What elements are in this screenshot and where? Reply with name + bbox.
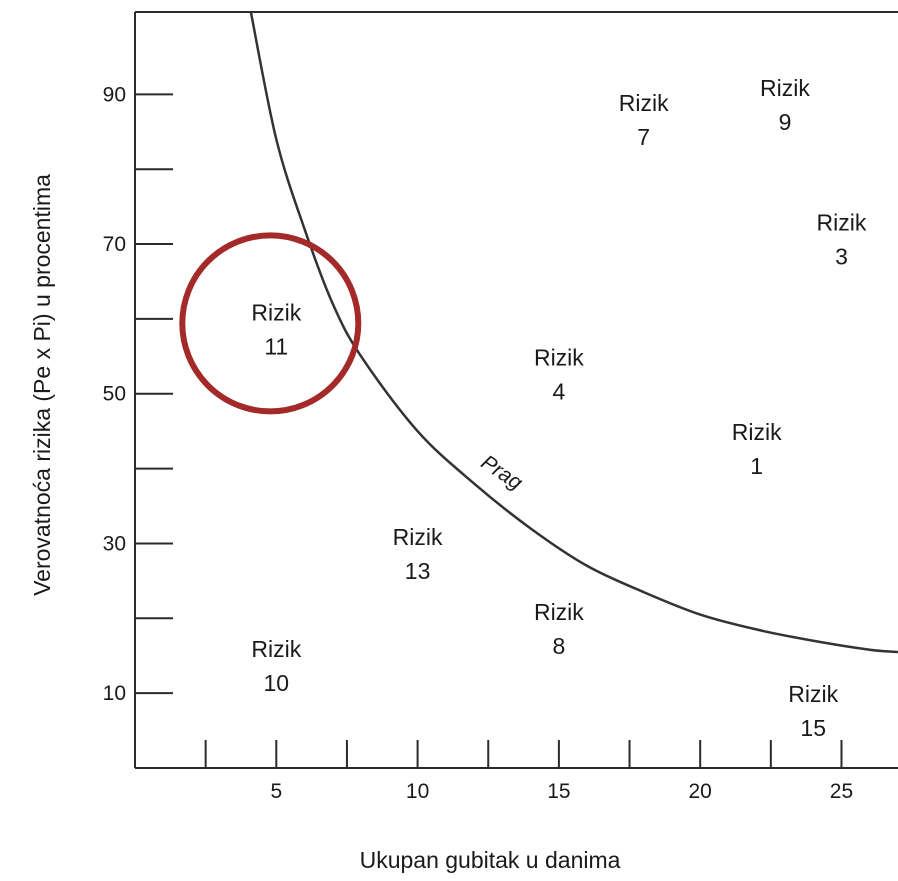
risk-number: 9 [779,109,792,135]
y-tick-label: 30 [103,532,126,555]
risk-label: Rizik [393,524,443,550]
risk-number: 8 [552,633,565,659]
axes: 5 10 15 20 25 10 30 50 70 90 [103,11,898,803]
x-tick-label: 5 [270,780,282,803]
x-axis-title: Ukupan gubitak u danima [360,847,621,873]
risk-number: 13 [405,558,431,584]
risk-number: 4 [552,378,565,404]
risk-number: 15 [800,715,826,741]
risk-point: Rizik 3 [817,210,867,270]
risk-number: 11 [264,333,288,359]
risk-point: Rizik 8 [534,599,584,659]
y-tick-label: 10 [103,682,126,705]
risk-label: Rizik [760,75,810,101]
x-tick-label: 10 [406,780,429,803]
y-tick-label: 90 [103,83,126,106]
risk-number: 3 [835,244,848,270]
x-tick-label: 20 [689,780,712,803]
risk-point: Rizik 7 [619,90,669,150]
highlight-group [179,232,362,415]
risk-label: Rizik [534,599,584,625]
risk-point: Rizik 15 [788,681,838,741]
risk-point: Rizik 4 [534,344,584,404]
risk-points: Rizik11Rizik7Rizik9Rizik3Rizik4Rizik1Riz… [251,75,867,741]
threshold-curve [249,11,898,654]
risk-label: Rizik [817,210,867,236]
x-tick-label: 15 [547,780,570,803]
risk-number: 1 [750,453,763,479]
risk-point: Rizik 11 [251,299,301,359]
risk-label: Rizik [251,636,301,662]
risk-label: Rizik [788,681,838,707]
risk-point: Rizik 10 [251,636,301,696]
x-tick-label: 25 [830,780,853,803]
risk-label: Rizik [619,90,669,116]
risk-number: 7 [637,124,650,150]
risk-label: Rizik [534,344,584,370]
risk-point: Rizik 1 [732,419,782,479]
y-tick-label: 70 [103,233,126,256]
y-axis-title: Verovatnoća rizika (Pe x Pi) u procentim… [29,174,55,596]
threshold-curve-group: Prag [249,11,898,654]
risk-point: Rizik 13 [393,524,443,584]
risk-point: Rizik 9 [760,75,810,135]
risk-label: Rizik [251,299,301,325]
y-tick-label: 50 [103,383,126,406]
threshold-label: Prag [477,451,527,495]
risk-number: 10 [263,670,289,696]
highlight-circle [179,232,362,415]
risk-label: Rizik [732,419,782,445]
